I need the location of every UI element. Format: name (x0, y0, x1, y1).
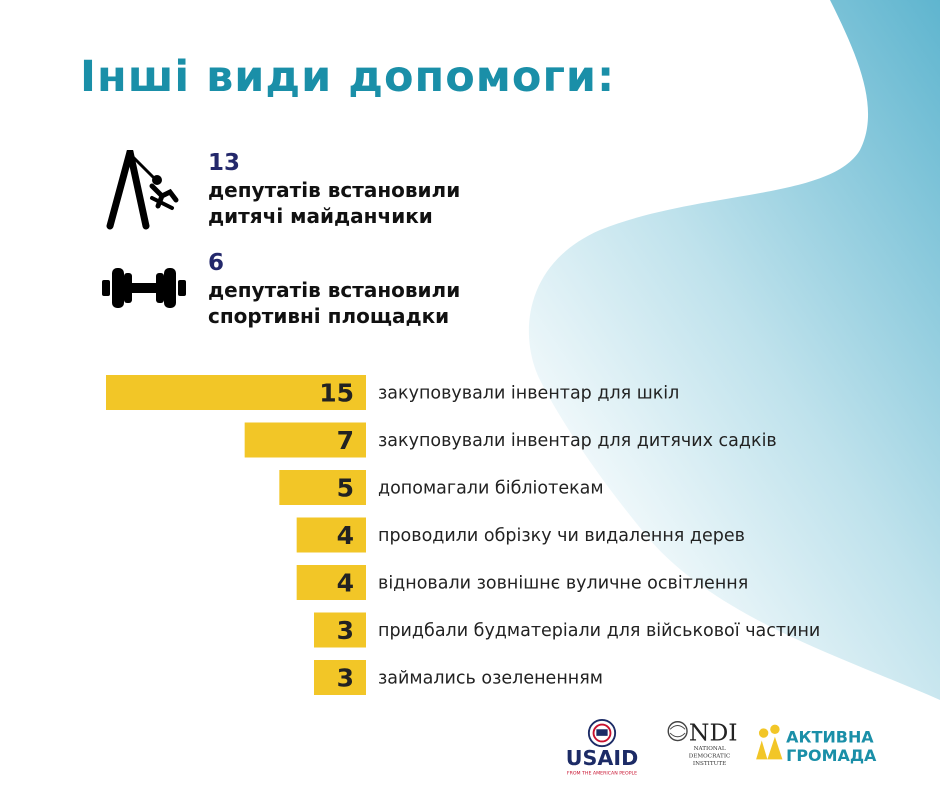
stat-number: 13 (208, 150, 241, 176)
bar-category-label: закуповували інвентар для шкіл (378, 384, 679, 404)
dumbbell-icon (102, 268, 186, 308)
ndi-line-2: DEMOCRATIC (689, 753, 731, 759)
bar-value-label: 3 (337, 616, 354, 645)
bar-category-label: відновали зовнішнє вуличне освітлення (378, 574, 748, 594)
stat-line-2: дитячі майданчики (208, 204, 433, 228)
aktyvna-hromada-logo: АКТИВНА ГРОМАДА (756, 724, 877, 765)
bar-category-label: придбали будматеріали для військової час… (378, 621, 820, 641)
usaid-logo: USAID FROM THE AMERICAN PEOPLE (566, 718, 638, 776)
ndi-logo: NDI NATIONAL DEMOCRATIC INSTITUTE (667, 719, 738, 767)
usaid-tagline: FROM THE AMERICAN PEOPLE (567, 770, 637, 776)
swing-icon (106, 150, 179, 230)
stat-sports-grounds: 6 депутатів встановили спортивні площадк… (100, 250, 560, 350)
ndi-line-1: NATIONAL (694, 746, 726, 752)
bar-value-label: 3 (337, 664, 354, 693)
bar-category-label: закуповували інвентар для дитячих садків (378, 431, 777, 451)
aktyvna-line-1: АКТИВНА (786, 727, 874, 746)
stat-line-2: спортивні площадки (208, 304, 450, 328)
bar-value-label: 5 (337, 474, 354, 503)
ndi-name: NDI (689, 719, 738, 747)
bar-value-label: 7 (337, 426, 354, 455)
bar (314, 660, 366, 695)
ndi-line-3: INSTITUTE (693, 761, 726, 767)
bar (106, 375, 366, 410)
bar-value-label: 15 (319, 379, 354, 408)
aktyvna-line-2: ГРОМАДА (786, 746, 877, 765)
stat-line-1: депутатів встановили (208, 178, 461, 202)
bar-category-label: проводили обрізку чи видалення дерев (378, 526, 745, 546)
bar (296, 517, 366, 553)
stat-number: 6 (208, 250, 225, 276)
bar (244, 422, 366, 458)
stat-playgrounds: 13 депутатів встановили дитячі майданчик… (100, 150, 560, 250)
bar-category-label: допомагали бібліотекам (378, 479, 604, 499)
bar-value-label: 4 (337, 569, 354, 598)
bar-category-label: займались озелененням (378, 669, 603, 689)
bar-value-label: 4 (337, 521, 354, 550)
usaid-name: USAID (566, 746, 638, 770)
bar (279, 470, 366, 505)
bar (296, 565, 366, 600)
bar (314, 612, 366, 648)
page-title: Інші види допомоги: (80, 52, 616, 102)
stat-line-1: депутатів встановили (208, 278, 461, 302)
